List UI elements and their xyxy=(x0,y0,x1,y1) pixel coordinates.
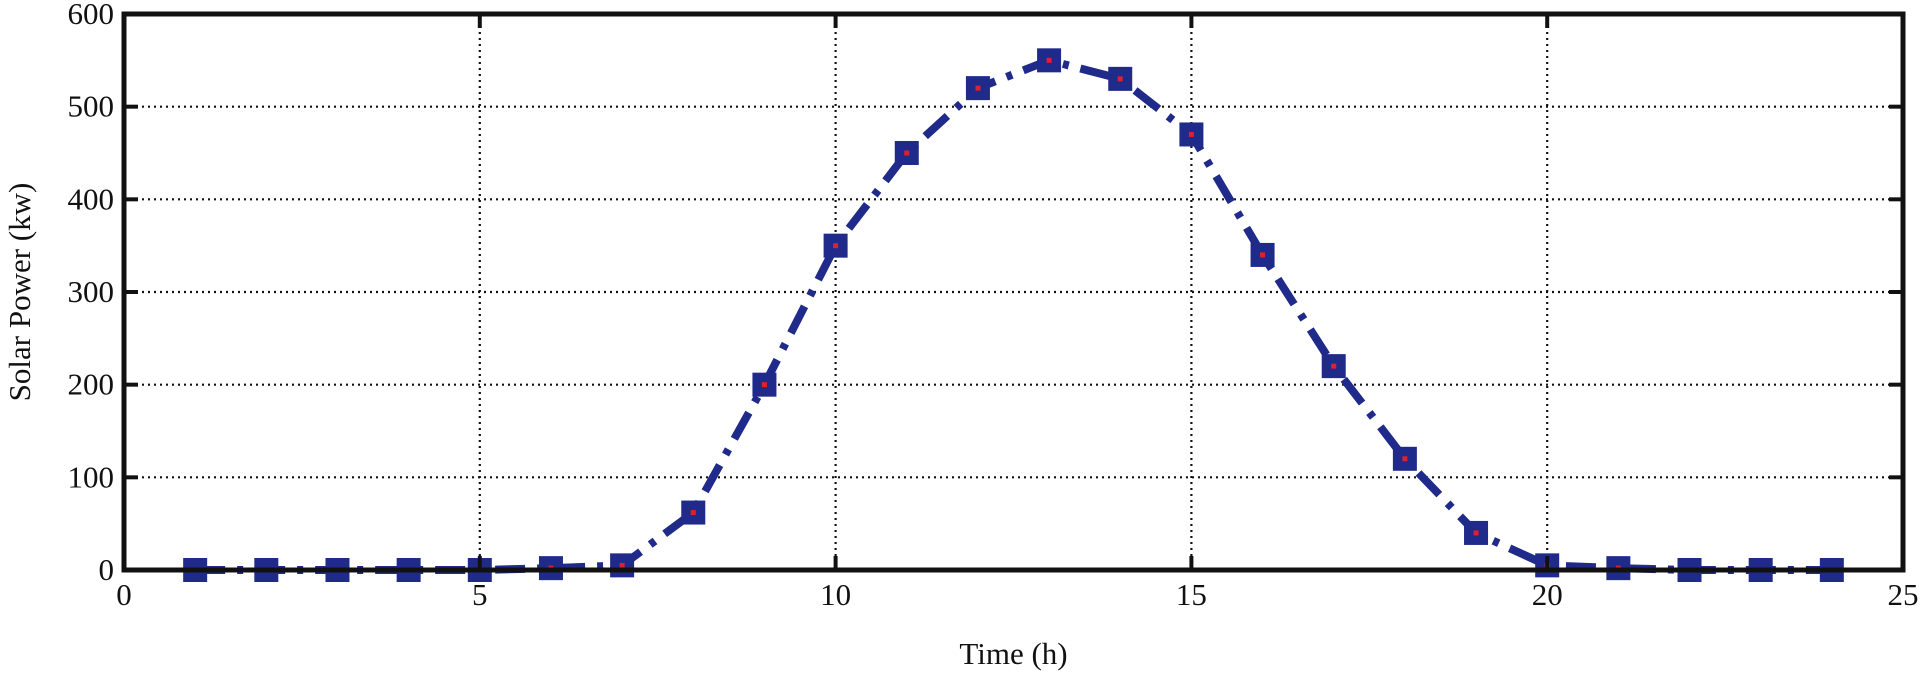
y-tick-label: 200 xyxy=(68,367,115,402)
y-tick-label: 600 xyxy=(68,0,115,31)
y-tick-label: 400 xyxy=(68,181,115,216)
data-point-center xyxy=(690,510,696,516)
axes-layer xyxy=(121,11,1906,573)
y-axis-title: Solar Power (kw) xyxy=(2,183,37,402)
y-tick-label: 500 xyxy=(68,89,115,124)
data-point-center xyxy=(1402,456,1408,462)
data-point-center xyxy=(1188,131,1194,137)
x-axis-title: Time (h) xyxy=(959,636,1067,671)
x-tick-label: 15 xyxy=(1176,577,1207,612)
data-point-center xyxy=(1473,530,1479,536)
grid-layer xyxy=(124,14,1903,570)
data-point-center xyxy=(1117,76,1123,82)
series-line xyxy=(195,56,1832,574)
y-tick-label: 0 xyxy=(99,552,115,587)
x-tick-label: 20 xyxy=(1532,577,1563,612)
data-point-center xyxy=(1046,57,1052,63)
y-tick-label: 100 xyxy=(68,459,115,494)
x-tick-label: 25 xyxy=(1888,577,1919,612)
x-tick-label: 10 xyxy=(820,577,851,612)
data-point-center xyxy=(619,562,625,568)
data-point-center xyxy=(975,85,981,91)
plot-frame xyxy=(121,11,1906,573)
data-point-center xyxy=(833,243,839,249)
data-point-center xyxy=(1260,252,1266,258)
data-point-center xyxy=(761,382,767,388)
y-tick-label: 300 xyxy=(68,274,115,309)
data-point-center xyxy=(904,150,910,156)
x-tick-label: 5 xyxy=(472,577,488,612)
x-tick-label: 0 xyxy=(116,577,132,612)
series-layer xyxy=(183,48,1844,582)
data-point-center xyxy=(1331,363,1337,369)
